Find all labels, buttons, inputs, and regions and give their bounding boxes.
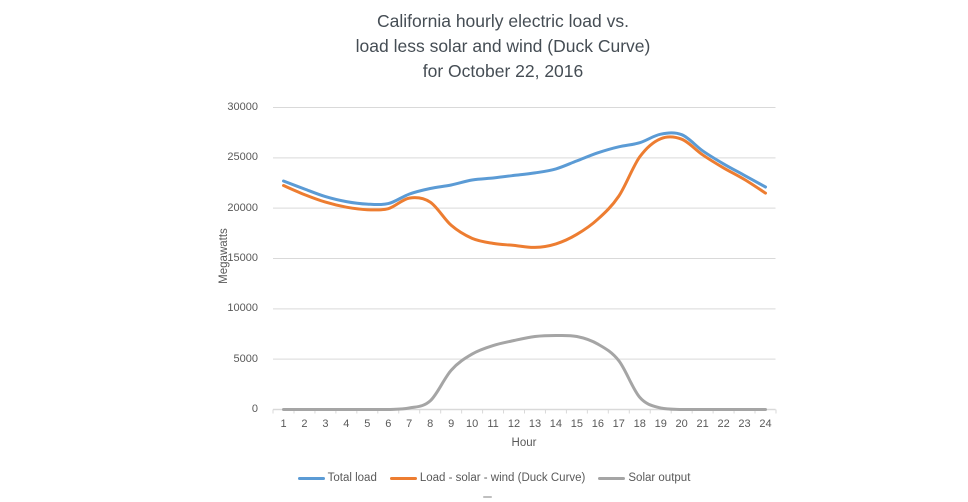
- y-axis-title: Megawatts: [218, 228, 230, 284]
- legend-label: Load - solar - wind (Duck Curve): [419, 472, 586, 484]
- x-axis-tick-label: 6: [385, 418, 392, 430]
- cropped-ui-fragment: [483, 496, 492, 498]
- chart-title-line2: load less solar and wind (Duck Curve): [355, 36, 651, 56]
- x-axis-tick-label: 1: [280, 418, 287, 430]
- x-axis-tick-label: 11: [487, 418, 499, 430]
- x-axis-tick-label: 20: [675, 418, 688, 430]
- x-axis-tick-label: 4: [343, 418, 350, 430]
- series-line-load-solar-wind-duck-curve[interactable]: [282, 135, 767, 249]
- legend-line-swatch: [598, 476, 626, 480]
- x-axis-tick-label: 9: [448, 418, 455, 430]
- y-axis-tick-label: 20000: [227, 201, 258, 214]
- legend-item-solar-output[interactable]: Solar output: [598, 471, 690, 485]
- legend-label: Total load: [327, 472, 377, 484]
- legend-line-swatch: [297, 476, 325, 480]
- legend-label: Solar output: [628, 472, 691, 484]
- x-axis-tick-label: 8: [427, 418, 434, 430]
- x-axis-tick-label: 23: [738, 418, 751, 430]
- x-axis-tick-label: 2: [301, 418, 308, 430]
- x-axis-tick-label: 22: [717, 418, 730, 430]
- y-axis-tick-label: 0: [251, 403, 258, 415]
- x-axis-title: Hour: [511, 437, 537, 449]
- x-axis-tick-label: 18: [633, 418, 646, 430]
- legend: Total load Load - solar - wind (Duck Curv…: [10, 471, 968, 485]
- y-axis-tick-label: 30000: [227, 101, 258, 113]
- x-axis-tick-label: 17: [612, 418, 625, 430]
- legend-line-swatch: [389, 476, 417, 480]
- y-axis-tick-label: 5000: [233, 352, 258, 365]
- legend-item-total-load[interactable]: Total load: [297, 471, 377, 485]
- chart-title-line3: for October 22, 2016: [422, 61, 584, 81]
- y-axis-tick-label: 10000: [227, 302, 258, 315]
- x-axis-tick-label: 19: [654, 418, 667, 430]
- y-axis-tick-label: 25000: [227, 151, 258, 164]
- legend-item-load-solar-wind-duck-curve[interactable]: Load - solar - wind (Duck Curve): [389, 471, 586, 485]
- x-axis-tick-label: 15: [570, 418, 584, 430]
- chart-title: California hourly electric load vs. load…: [38, 9, 968, 84]
- x-axis-tick-label: 5: [364, 418, 371, 430]
- y-axis-tick-label: 15000: [227, 252, 258, 264]
- x-axis-tick-label: 7: [406, 418, 413, 430]
- x-axis-tick-label: 12: [507, 418, 521, 430]
- x-axis-tick-label: 24: [759, 418, 772, 430]
- x-axis-tick-label: 16: [591, 418, 604, 430]
- chart-title-line1: California hourly electric load vs.: [377, 11, 629, 31]
- x-axis-tick-label: 3: [322, 418, 329, 430]
- x-axis-tick-label: 10: [465, 418, 479, 430]
- series-line-solar-output[interactable]: [282, 333, 767, 411]
- x-axis-tick-label: 13: [528, 418, 542, 430]
- x-axis-tick-label: 14: [549, 418, 563, 430]
- series-line-total-load[interactable]: [282, 131, 767, 207]
- x-axis-tick-label: 21: [696, 418, 709, 430]
